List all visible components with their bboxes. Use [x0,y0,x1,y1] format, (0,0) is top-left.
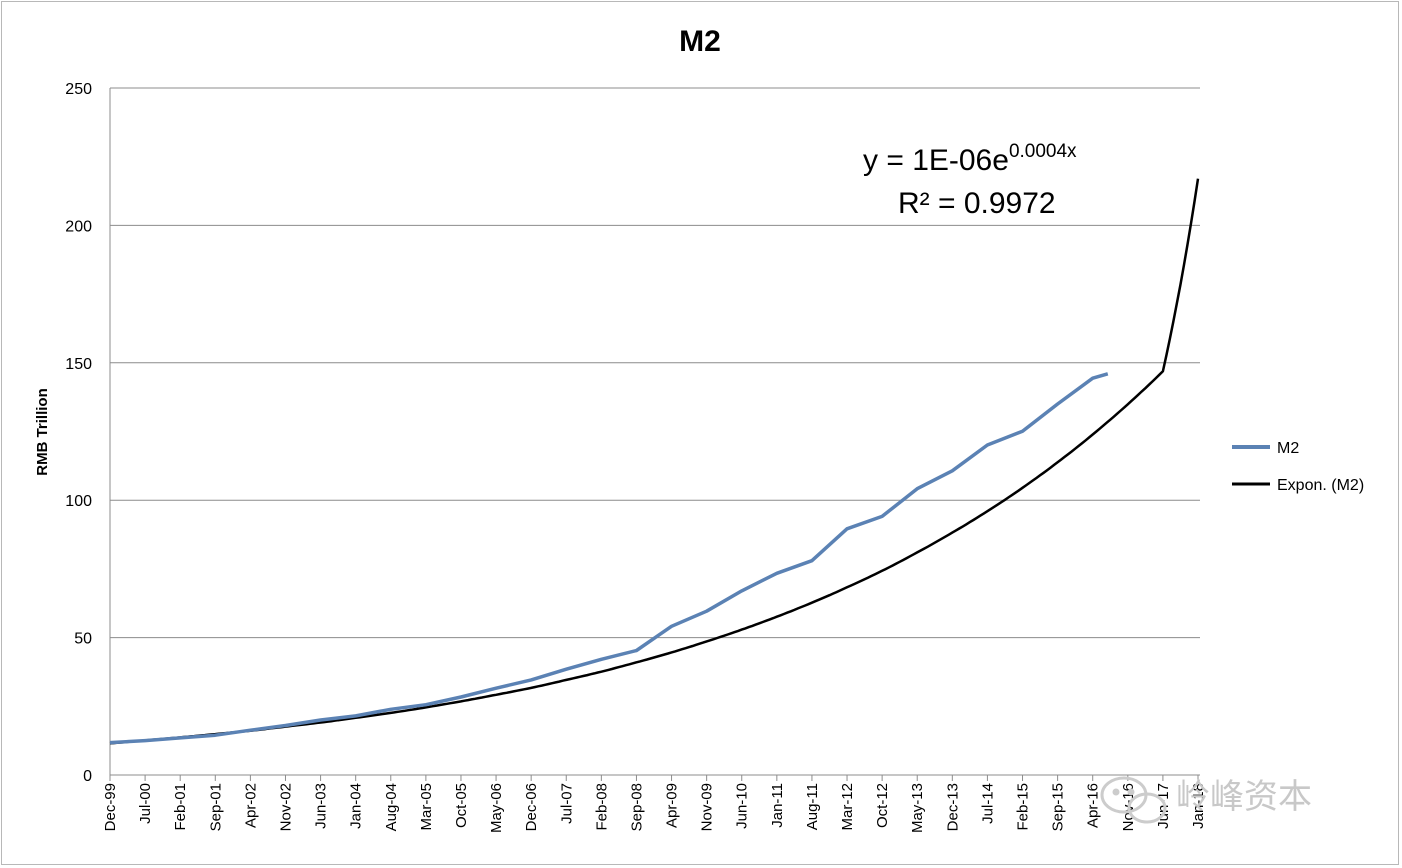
watermark-text: 岭峰资本 [1176,777,1312,817]
y-tick-label: 0 [83,768,92,785]
x-tick-label: Dec-99 [102,783,119,831]
x-tick-label: Nov-09 [699,783,716,831]
x-tick-label: Aug-11 [804,783,821,830]
x-tick-label: Oct-05 [453,783,470,828]
x-tick-label: Jan-18 [1190,783,1207,829]
x-tick-label: Mar-12 [839,783,856,831]
trendline-r-squared: R² = 0.9972 [898,187,1056,220]
x-tick-label: Sep-08 [628,783,645,831]
y-axis-label: RMB Trillion [34,388,51,476]
trendline-equation-main: y = 1E-06e [863,144,1009,177]
y-tick-label: 200 [65,218,92,235]
x-tick-label: Jul-14 [979,783,996,824]
trendline-equation-exponent: 0.0004x [1009,141,1077,162]
x-tick-label: Mar-05 [418,783,435,831]
x-tick-label: Jul-07 [558,783,575,824]
legend-label-m2: M2 [1277,440,1299,457]
x-tick-labels: Dec-99 Jul-00 Feb-01 Sep-01 Apr-02 Nov-02 Jun-… [102,783,1207,833]
x-tick-label: Feb-15 [1015,783,1032,831]
legend-label-expon: Expon. (M2) [1277,477,1364,494]
y-tick-label: 250 [65,81,92,98]
legend: M2 Expon. (M2) [1232,440,1364,494]
series-line-m2 [109,372,1109,745]
gridlines [110,87,1200,639]
x-tick-label: Jul-00 [137,783,154,824]
x-tick-label: Apr-02 [242,783,259,828]
x-tick-label: Apr-09 [664,783,681,828]
x-tick-label: Aug-04 [383,783,400,831]
axes [109,88,1200,781]
x-tick-label: Jan-04 [348,783,365,829]
y-tick-labels: 0 50 100 150 200 250 [65,81,92,785]
x-tick-label: Dec-13 [944,783,961,831]
x-tick-label: May-06 [488,783,505,833]
y-tick-label: 50 [74,631,92,648]
x-tick-label: Nov-02 [277,783,294,831]
wechat-bubbles-icon [1100,776,1167,824]
y-tick-label: 100 [65,493,92,510]
series-lines [109,178,1200,745]
y-tick-label: 150 [65,356,92,373]
x-tick-label: Feb-01 [172,783,189,831]
x-tick-label: Feb-08 [593,783,610,831]
series-line-expon-m2 [109,178,1200,745]
x-tick-label: Jun-03 [313,783,330,829]
x-tick-label: Dec-06 [523,783,540,831]
x-tick-label: May-13 [909,783,926,833]
x-tick-label: Jun-10 [734,783,751,829]
chart-title: M2 [679,25,721,58]
watermark: 岭峰资本 [1100,776,1312,824]
x-tick-label: Oct-12 [874,783,891,828]
trendline-equation: y = 1E-06e0.0004x [863,141,1077,177]
x-tick-label: Apr-16 [1085,783,1102,828]
x-tick-label: Sep-15 [1050,783,1067,831]
x-tick-label: Jan-11 [769,783,786,828]
x-tick-label: Sep-01 [207,783,224,831]
